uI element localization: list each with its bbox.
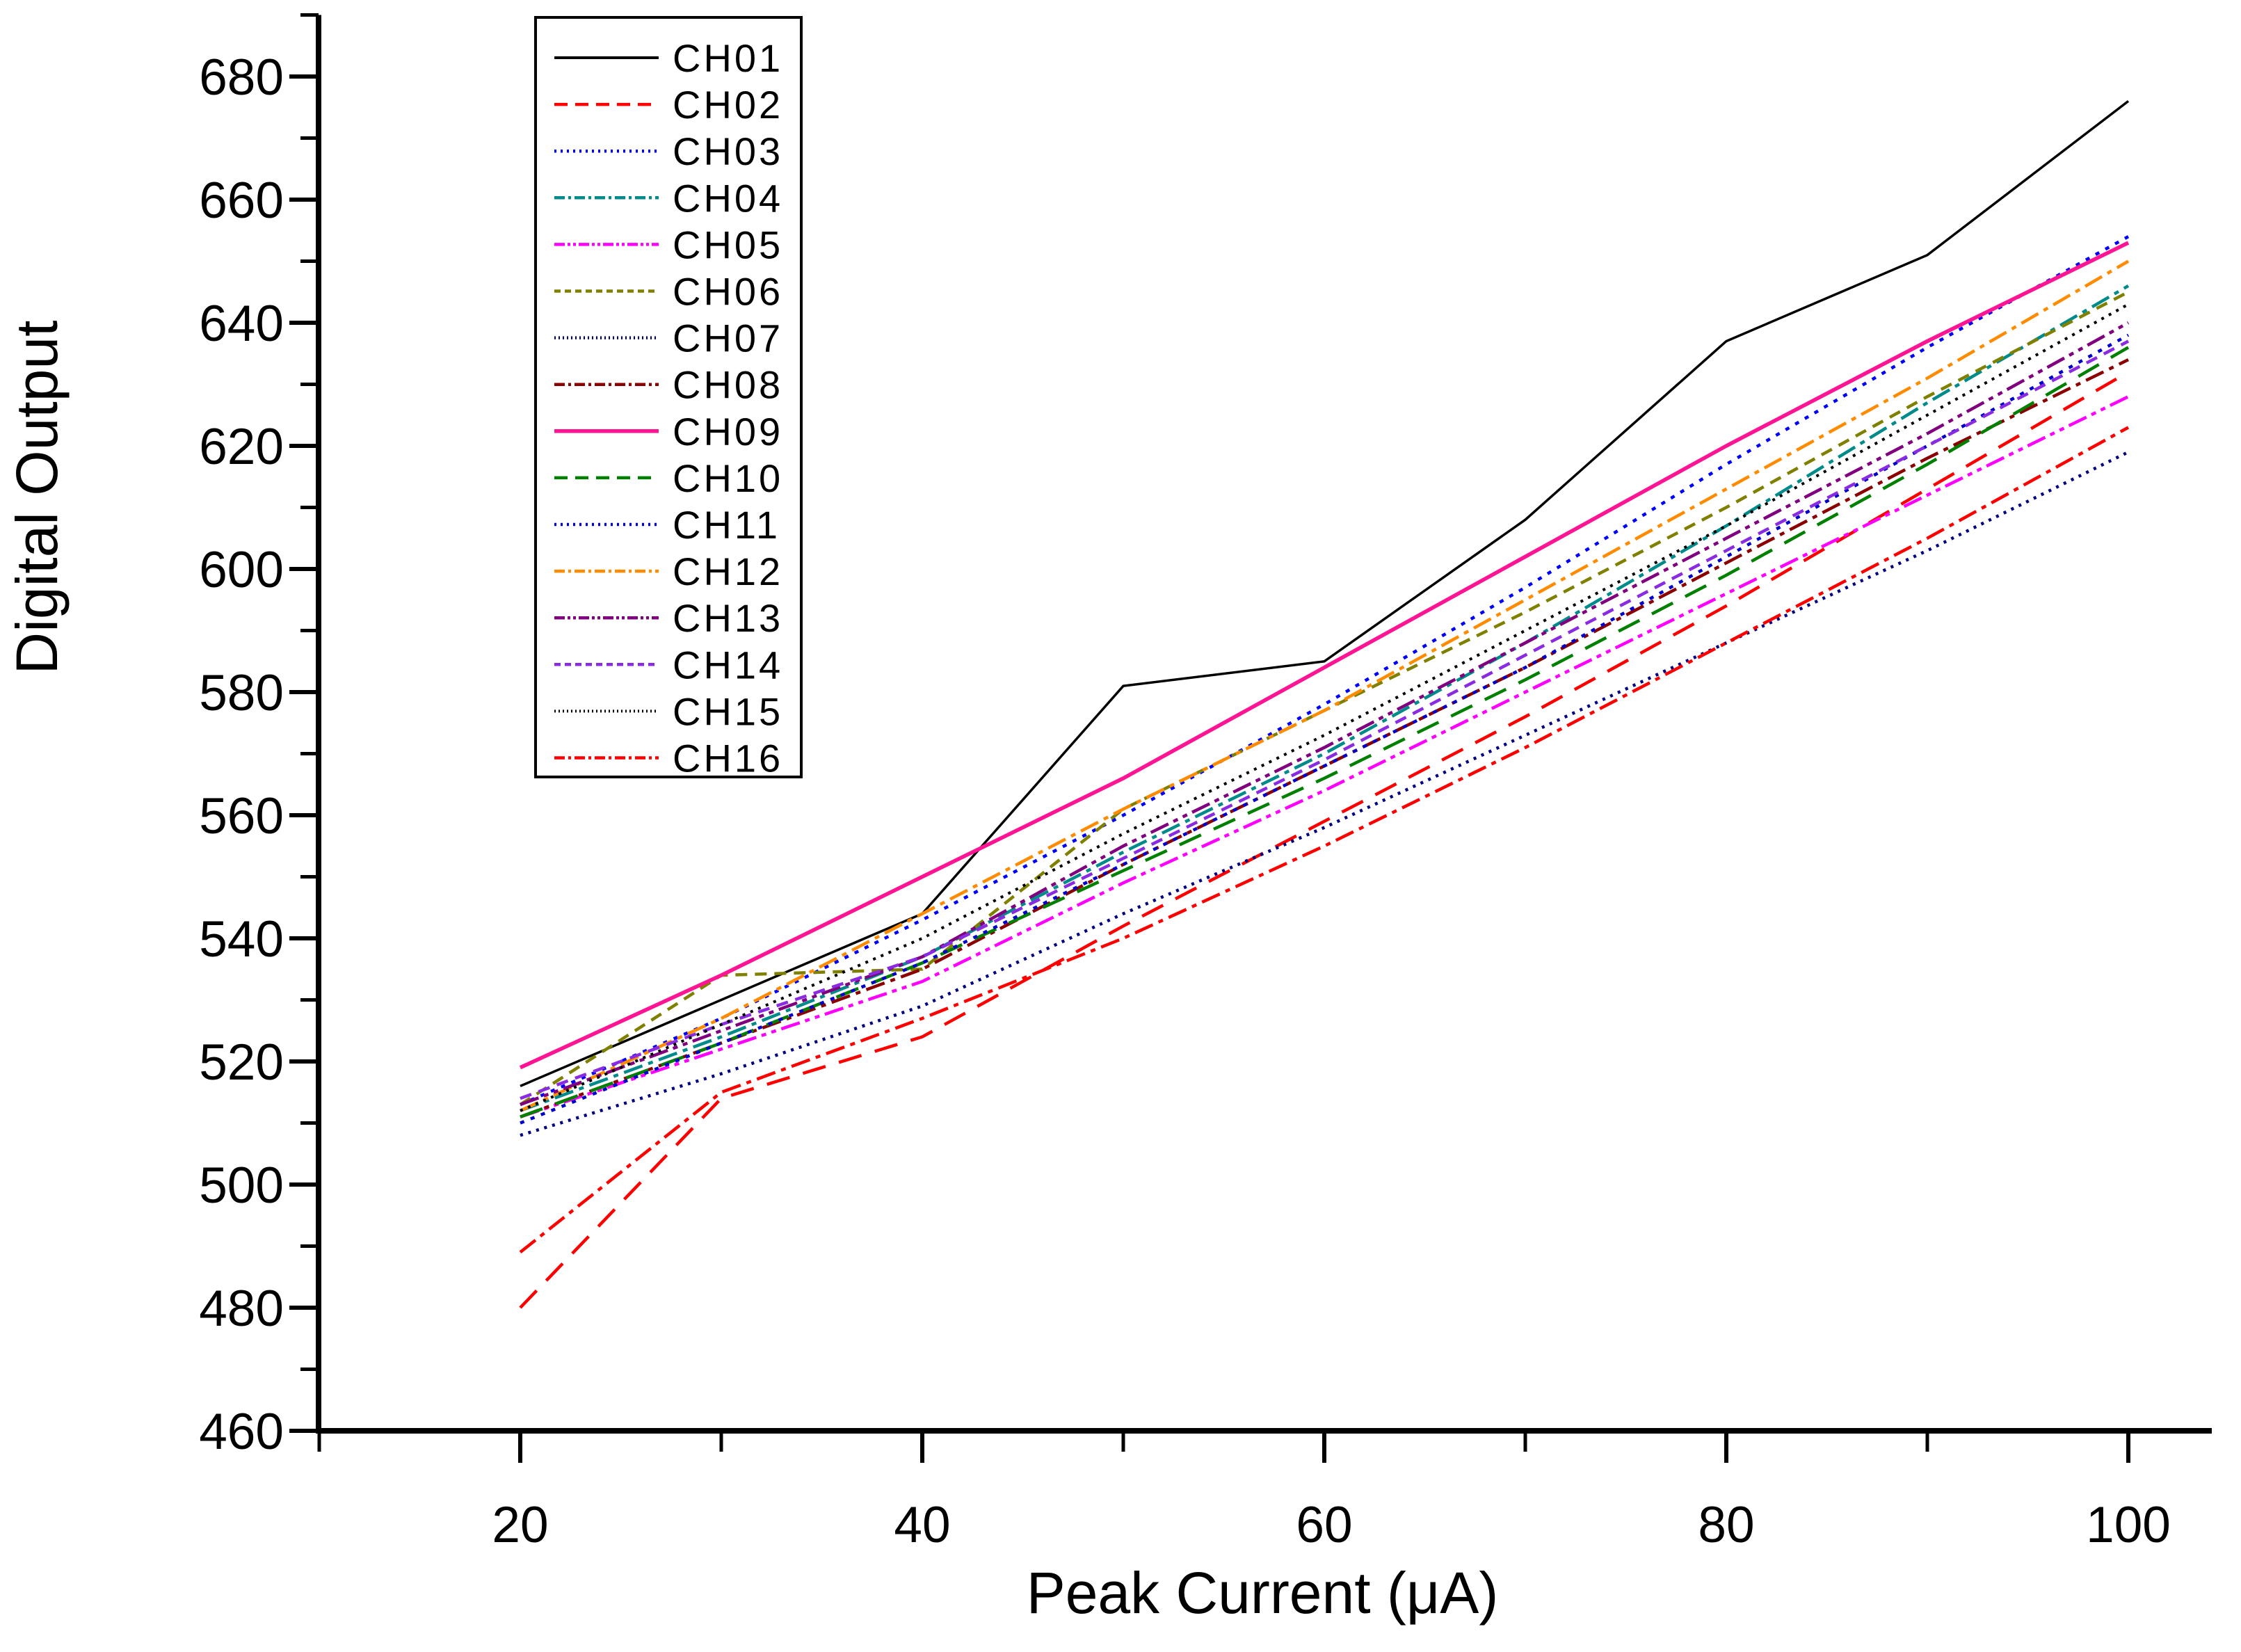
series-line-CH07	[520, 450, 2129, 1137]
legend-label-CH08: CH08	[673, 363, 783, 407]
x-tick-label: 40	[894, 1497, 950, 1553]
y-tick-label: 680	[199, 49, 284, 106]
series-line-CH05	[520, 395, 2129, 1118]
series-line-CH08	[520, 358, 2129, 1118]
legend-label-CH04: CH04	[673, 176, 783, 220]
y-axis-title: Digital Output	[4, 321, 70, 675]
y-tick-label: 520	[199, 1034, 284, 1091]
series-line-CH12	[520, 259, 2130, 1112]
series-line-CH10	[520, 346, 2130, 1118]
series-line-CH15	[520, 303, 2129, 1112]
series-line-CH13	[520, 321, 2130, 1107]
series-line-CH11	[520, 333, 2130, 1125]
legend-label-CH02: CH02	[673, 83, 783, 127]
y-tick-label: 580	[199, 665, 284, 721]
legend-label-CH03: CH03	[673, 129, 783, 173]
x-axis-title: Peak Current (μA)	[1027, 1560, 1499, 1626]
y-tick-label: 600	[199, 542, 284, 598]
legend-label-CH06: CH06	[673, 270, 783, 314]
legend-box	[534, 16, 803, 778]
x-tick-label: 60	[1296, 1497, 1352, 1553]
legend-label-CH14: CH14	[673, 643, 783, 687]
y-tick-label: 460	[199, 1404, 284, 1460]
series-line-CH02	[519, 370, 2130, 1309]
legend-label-CH05: CH05	[673, 223, 783, 266]
series-line-CH09	[519, 241, 2130, 1070]
legend-label-CH12: CH12	[673, 550, 783, 593]
y-tick-label: 560	[199, 788, 284, 844]
y-tick-label: 620	[199, 419, 284, 475]
x-tick-label: 80	[1698, 1497, 1754, 1553]
series-line-CH01	[520, 100, 2130, 1088]
y-tick-label: 640	[199, 296, 284, 352]
legend-label-CH11: CH11	[673, 503, 780, 547]
legend-label-CH07: CH07	[673, 316, 783, 360]
legend-label-CH10: CH10	[673, 456, 783, 500]
legend-label-CH09: CH09	[673, 410, 783, 454]
series-line-CH03	[520, 235, 2130, 1107]
x-tick-label: 20	[492, 1497, 548, 1553]
x-tick-label: 100	[2086, 1497, 2171, 1553]
legend-label-CH13: CH13	[673, 596, 783, 640]
y-tick-label: 660	[199, 173, 284, 229]
legend-label-CH01: CH01	[673, 36, 783, 80]
y-tick-label: 540	[199, 911, 284, 968]
series-line-CH04	[520, 284, 2130, 1112]
y-tick-label: 500	[199, 1157, 284, 1214]
y-tick-label: 480	[199, 1281, 284, 1337]
legend-label-CH15: CH15	[673, 689, 783, 733]
legend-label-CH16: CH16	[673, 737, 783, 780]
